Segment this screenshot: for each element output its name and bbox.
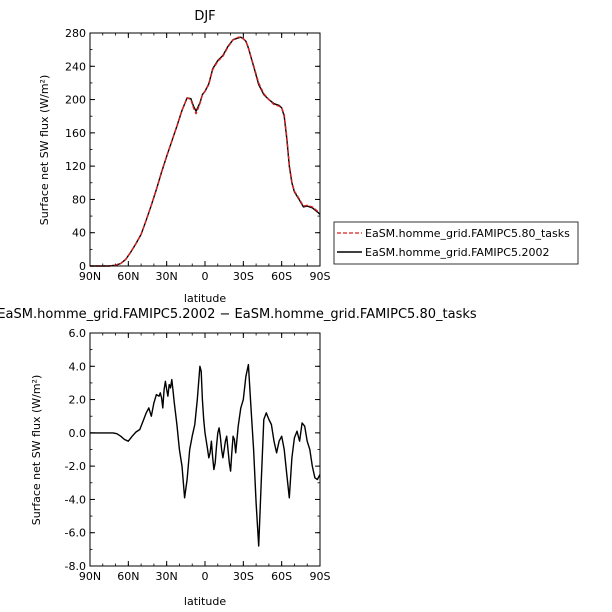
bottom-y-tick-label: 2.0 xyxy=(69,394,87,407)
top-y-tick-label: 200 xyxy=(65,94,86,107)
top-y-tick-label: 120 xyxy=(65,160,86,173)
bottom-y-axis-label: Surface net SW flux (W/m²) xyxy=(30,375,43,526)
bottom-y-tick-label: -8.0 xyxy=(65,560,86,573)
top-y-tick-label: 40 xyxy=(72,227,86,240)
top-panel: DJF Surface net SW flux (W/m²) latitude … xyxy=(38,9,579,305)
top-plot-frame xyxy=(89,32,321,267)
bottom-y-tick-label: -6.0 xyxy=(65,527,86,540)
top-x-tick-label: 90N xyxy=(79,270,101,283)
bottom-plot-frame xyxy=(89,332,321,567)
bottom-y-tick-label: 4.0 xyxy=(69,360,87,373)
top-x-tick-label: 30S xyxy=(233,270,254,283)
bottom-x-tick-label: 30S xyxy=(233,570,254,583)
bottom-x-tick-label: 60S xyxy=(271,570,292,583)
top-chart-title: DJF xyxy=(194,9,215,24)
top-x-tick-label: 0 xyxy=(202,270,209,283)
top-ticks: 90N 60N 30N 0 30S 60S 90S 0 40 80 120 160 200 240 280 xyxy=(65,27,331,283)
bottom-y-tick-label: 0.0 xyxy=(69,427,87,440)
legend-label-2002: EaSM.homme_grid.FAMIPC5.2002 xyxy=(365,246,549,259)
legend-box xyxy=(333,221,579,265)
top-x-axis-label: latitude xyxy=(184,292,226,305)
top-series-line-0 xyxy=(90,36,321,267)
bottom-x-tick-label: 0 xyxy=(202,570,209,583)
top-x-tick-label: 60N xyxy=(117,270,139,283)
bottom-x-axis-label: latitude xyxy=(184,595,226,608)
bottom-x-tick-label: 30N xyxy=(156,570,178,583)
bottom-y-tick-label: 6.0 xyxy=(69,327,87,340)
legend-label-80-tasks: EaSM.homme_grid.FAMIPC5.80_tasks xyxy=(365,227,570,240)
top-y-tick-label: 160 xyxy=(65,127,86,140)
top-y-tick-label: 0 xyxy=(79,260,86,273)
top-y-axis-label: Surface net SW flux (W/m²) xyxy=(38,75,51,226)
bottom-y-tick-label: -2.0 xyxy=(65,460,86,473)
bottom-chart-title: EaSM.homme_grid.FAMIPC5.2002 − EaSM.homm… xyxy=(0,307,477,322)
top-series-lines xyxy=(90,36,321,267)
top-x-tick-label: 90S xyxy=(310,270,331,283)
bottom-series-line-0 xyxy=(90,363,321,547)
bottom-series-lines xyxy=(90,363,321,547)
bottom-y-tick-label: -4.0 xyxy=(65,493,86,506)
bottom-panel: EaSM.homme_grid.FAMIPC5.2002 − EaSM.homm… xyxy=(0,307,477,608)
top-y-tick-label: 280 xyxy=(65,27,86,40)
bottom-x-tick-label: 60N xyxy=(117,570,139,583)
bottom-ticks: 90N 60N 30N 0 30S 60S 90S -8.0 -6.0 -4.0 -2.0 0.0 2.… xyxy=(65,327,331,583)
top-y-tick-label: 80 xyxy=(72,193,86,206)
legend: EaSM.homme_grid.FAMIPC5.80_tasks EaSM.ho… xyxy=(333,221,579,265)
top-x-tick-label: 30N xyxy=(156,270,178,283)
top-series-line-1 xyxy=(90,36,321,267)
bottom-x-tick-label: 90N xyxy=(79,570,101,583)
top-y-tick-label: 240 xyxy=(65,60,86,73)
top-x-tick-label: 60S xyxy=(271,270,292,283)
bottom-x-tick-label: 90S xyxy=(310,570,331,583)
